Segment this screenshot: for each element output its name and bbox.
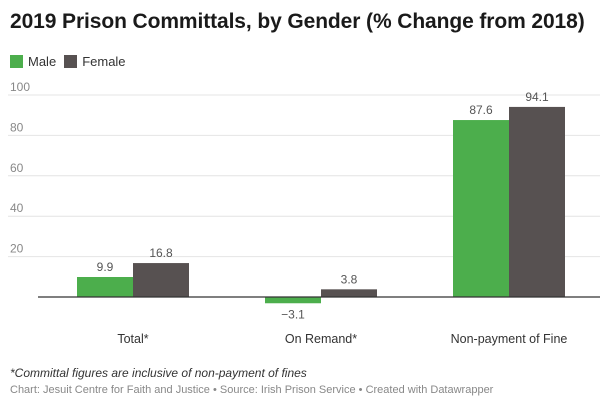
y-tick-label-80: 80 bbox=[10, 120, 24, 134]
bar-male-1 bbox=[265, 297, 321, 304]
data-label-female-1: 3.8 bbox=[341, 272, 358, 286]
y-tick-label-40: 40 bbox=[10, 201, 24, 215]
bar-male-2 bbox=[453, 120, 509, 297]
legend-item-male: Male bbox=[10, 54, 56, 69]
legend-swatch-male bbox=[10, 55, 23, 68]
bar-chart: 20 40 60 80 100 9.9 16.8 Total* −3.1 3.8 On Remand… bbox=[8, 80, 600, 346]
x-category-label-0: Total* bbox=[117, 332, 148, 346]
data-label-male-1: −3.1 bbox=[281, 307, 305, 321]
legend-label-male: Male bbox=[28, 54, 57, 69]
x-category-label-1: On Remand* bbox=[285, 332, 357, 346]
bar-female-2 bbox=[509, 106, 565, 297]
legend-label-female: Female bbox=[82, 54, 126, 69]
x-category-label-2: Non-payment of Fine bbox=[451, 332, 568, 346]
footnote: *Committal figures are inclusive of non-… bbox=[10, 366, 307, 380]
bar-female-1 bbox=[321, 289, 377, 297]
y-tick-label-60: 60 bbox=[10, 161, 24, 175]
chart-credit: Chart: Jesuit Centre for Faith and Justi… bbox=[10, 384, 494, 396]
bar-male-0 bbox=[77, 277, 133, 297]
data-label-female-0: 16.8 bbox=[149, 246, 173, 260]
legend: Male Female bbox=[10, 54, 134, 69]
data-label-male-2: 87.6 bbox=[469, 103, 493, 117]
data-label-female-2: 94.1 bbox=[525, 90, 549, 104]
legend-swatch-female bbox=[64, 55, 78, 68]
chart-title: 2019 Prison Committals, by Gender (% Cha… bbox=[10, 10, 585, 33]
data-label-male-0: 9.9 bbox=[97, 260, 114, 274]
y-tick-label-20: 20 bbox=[10, 242, 24, 256]
y-tick-label-100: 100 bbox=[10, 80, 30, 94]
bar-female-0 bbox=[133, 263, 189, 297]
legend-item-female: Female bbox=[64, 54, 126, 69]
